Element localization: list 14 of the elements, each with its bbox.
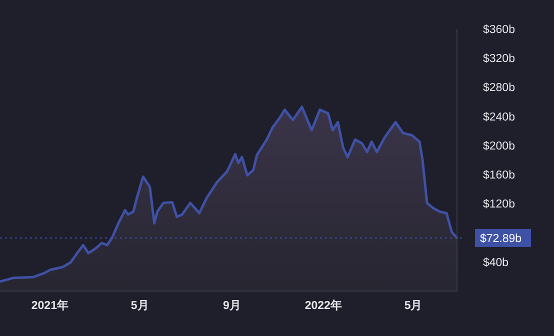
y-tick-label: $200b — [483, 140, 515, 152]
y-tick-label: $160b — [483, 170, 515, 182]
y-tick-label: $40b — [483, 256, 509, 269]
y-tick-label: $240b — [483, 111, 515, 124]
x-tick-label: 2021年 — [31, 298, 69, 312]
y-tick-label: $320b — [483, 53, 515, 66]
x-tick-label: 5月 — [404, 299, 423, 312]
y-tick-label: $120b — [483, 198, 515, 211]
y-tick-label: $360b — [483, 24, 515, 36]
ref-line-label: $72.89b — [480, 232, 522, 245]
y-tick-label: $280b — [483, 82, 515, 94]
x-tick-label: 9月 — [223, 299, 242, 312]
x-tick-label: 5月 — [130, 299, 150, 312]
x-tick-label: 2022年 — [304, 298, 342, 312]
